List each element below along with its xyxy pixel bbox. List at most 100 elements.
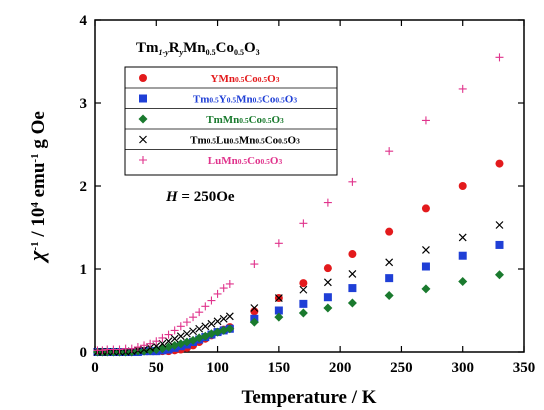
data-point	[274, 306, 283, 315]
x-tick-label: 100	[206, 360, 229, 376]
data-point	[348, 250, 357, 259]
y-tick-label: 0	[80, 345, 88, 361]
data-point	[458, 84, 467, 93]
y-tick-label: 1	[80, 262, 88, 278]
data-point	[213, 289, 222, 298]
legend: YMn0.5Co0.5O3 Tm0.5Y0.5Mn0.5Co0.5O3 TmMn0.…	[124, 66, 338, 176]
data-point	[385, 147, 394, 156]
data-point	[495, 159, 504, 168]
data-point	[495, 221, 504, 229]
data-point	[347, 298, 357, 308]
legend-label: LuMn0.5Co0.5O3	[208, 155, 283, 167]
field-annotation: H = 250Oe	[165, 189, 235, 205]
data-point	[189, 327, 197, 336]
data-point	[458, 182, 467, 190]
data-point	[195, 324, 204, 333]
data-point	[146, 339, 155, 348]
data-marks	[92, 53, 504, 357]
data-point	[458, 251, 467, 260]
data-point	[219, 284, 228, 293]
data-point	[422, 245, 430, 254]
legend-box	[124, 66, 338, 176]
data-point	[249, 317, 259, 327]
x-tick-label: 50	[149, 360, 164, 376]
data-point	[207, 296, 216, 305]
data-point	[274, 294, 283, 302]
data-point	[225, 312, 234, 321]
data-point	[385, 227, 394, 236]
y-tick-label: 2	[80, 179, 88, 195]
series-4	[93, 53, 504, 355]
data-point	[458, 233, 467, 242]
data-point	[213, 317, 222, 326]
legend-marker	[139, 74, 147, 82]
data-point	[495, 53, 504, 62]
data-point	[421, 262, 430, 271]
data-point	[299, 285, 308, 294]
data-point	[385, 274, 394, 283]
data-point	[225, 324, 235, 334]
x-tick-label: 350	[513, 360, 536, 376]
data-point	[299, 279, 308, 288]
data-point	[495, 240, 504, 249]
data-point	[201, 302, 210, 311]
data-point	[176, 332, 185, 341]
data-point	[250, 260, 259, 269]
data-point	[140, 341, 149, 350]
legend-marker	[139, 94, 147, 103]
series-3	[93, 221, 504, 356]
y-axis-title: χ-1 / 104 emu-1 g Oe	[24, 111, 49, 264]
x-tick-label: 150	[268, 360, 291, 376]
data-point	[458, 276, 468, 286]
data-point	[384, 291, 394, 301]
data-point	[158, 333, 167, 342]
data-point	[323, 198, 332, 207]
x-tick-label: 300	[451, 360, 474, 376]
data-point	[207, 319, 216, 328]
data-point	[170, 326, 179, 335]
series-2	[92, 270, 504, 357]
x-tick-label: 250	[390, 360, 413, 376]
y-tick-label: 3	[80, 96, 88, 112]
data-point	[274, 239, 283, 248]
legend-label: TmMn0.5Co0.5O3	[206, 114, 284, 126]
legend-label: Tm0.5Y0.5Mn0.5Co0.5O3	[193, 94, 297, 106]
legend-marker	[139, 135, 147, 144]
data-point	[385, 258, 394, 267]
y-tick-label: 4	[80, 13, 88, 29]
data-point	[348, 284, 357, 293]
data-point	[421, 204, 430, 213]
data-point	[323, 303, 333, 313]
data-point	[323, 278, 332, 287]
data-point	[189, 313, 198, 322]
data-point	[348, 177, 357, 186]
data-point	[201, 322, 210, 331]
data-point	[152, 337, 161, 346]
data-point	[127, 344, 136, 353]
data-point	[98, 346, 107, 355]
data-point	[299, 299, 308, 308]
legend-title: Tm1-yRyMn0.5Co0.5O3	[136, 40, 260, 57]
data-point	[274, 312, 284, 322]
axis-ticks: 0 50 100 150 200 250 300 350 0 1 2 3 4	[80, 13, 536, 376]
data-point	[298, 308, 308, 318]
data-point	[164, 330, 173, 339]
data-point	[151, 345, 161, 355]
data-point	[182, 318, 191, 327]
legend-marker	[138, 114, 148, 124]
x-axis-title: Temperature / K	[241, 387, 376, 408]
legend-label: YMn0.5Co0.5O3	[211, 73, 280, 85]
data-point	[133, 343, 142, 352]
legend-marker	[139, 156, 147, 164]
data-point	[421, 116, 430, 125]
data-point	[348, 270, 357, 278]
data-point	[323, 293, 332, 302]
data-point	[219, 314, 228, 323]
data-point	[176, 322, 185, 331]
legend-label: Tm0.5Lu0.5Mn0.5Co0.5O3	[190, 135, 300, 147]
data-point	[225, 279, 234, 288]
data-point	[494, 270, 504, 280]
data-point	[299, 219, 308, 228]
series-0	[93, 159, 504, 356]
